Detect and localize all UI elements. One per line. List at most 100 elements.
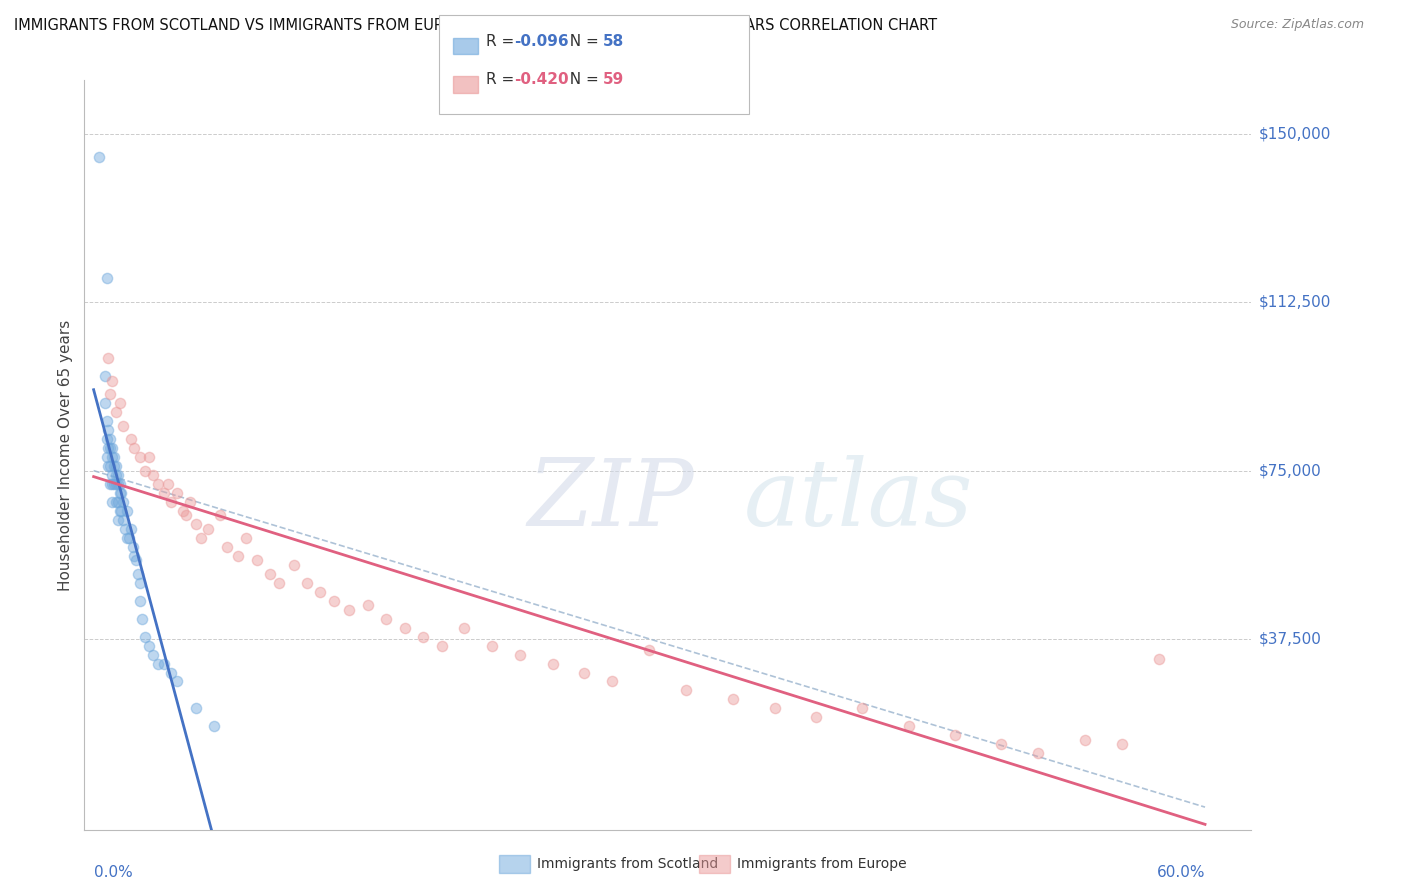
Point (101, 495, 124, 509)
Point (721, 692, 744, 706)
Point (124, 549, 146, 563)
Point (295, 575, 318, 590)
Point (97, 423, 120, 437)
Point (103, 450, 125, 465)
Text: $37,500: $37,500 (1258, 632, 1322, 647)
Y-axis label: Householder Income Over 65 years: Householder Income Over 65 years (58, 319, 73, 591)
Point (148, 477, 170, 491)
Point (166, 674, 188, 689)
Point (142, 468, 165, 483)
Point (323, 593, 346, 607)
Point (574, 665, 596, 680)
Text: Immigrants from Europe: Immigrants from Europe (737, 857, 907, 871)
Point (107, 468, 129, 483)
Point (96, 450, 118, 465)
Point (208, 508, 231, 523)
Point (129, 450, 152, 465)
Text: Source: ZipAtlas.com: Source: ZipAtlas.com (1230, 18, 1364, 31)
Point (127, 566, 149, 581)
Point (107, 477, 129, 491)
Point (97, 459, 120, 474)
Point (430, 639, 453, 653)
Point (129, 593, 152, 607)
Point (1147, 652, 1170, 666)
Point (101, 477, 124, 491)
Point (160, 665, 183, 680)
Point (108, 486, 131, 500)
Point (115, 531, 138, 545)
Point (453, 621, 475, 635)
Point (134, 464, 156, 478)
Point (134, 630, 156, 644)
Point (184, 517, 207, 532)
Text: -0.420: -0.420 (515, 72, 569, 87)
Point (142, 648, 165, 662)
Point (394, 621, 416, 635)
Point (174, 508, 197, 523)
Point (1111, 737, 1133, 751)
Text: IMMIGRANTS FROM SCOTLAND VS IMMIGRANTS FROM EUROPE HOUSEHOLDER INCOME OVER 65 YE: IMMIGRANTS FROM SCOTLAND VS IMMIGRANTS F… (14, 18, 938, 33)
Text: N =: N = (560, 72, 603, 87)
Point (129, 575, 152, 590)
Point (215, 540, 238, 554)
Point (97, 351, 120, 366)
Text: Immigrants from Scotland: Immigrants from Scotland (537, 857, 718, 871)
Point (197, 522, 219, 536)
Point (115, 504, 138, 518)
Point (259, 566, 281, 581)
Point (541, 657, 564, 671)
Point (96, 432, 118, 446)
Text: $112,500: $112,500 (1258, 295, 1331, 310)
Text: ZIP: ZIP (527, 455, 695, 545)
Text: 58: 58 (603, 35, 624, 49)
Point (104, 495, 127, 509)
Point (851, 701, 873, 715)
Point (89, 150, 111, 164)
Point (112, 513, 135, 527)
Point (101, 441, 124, 455)
Point (138, 450, 160, 465)
Point (103, 459, 125, 474)
Point (101, 374, 124, 388)
Point (226, 549, 249, 563)
Text: 60.0%: 60.0% (1157, 865, 1205, 880)
Point (153, 486, 176, 500)
Point (481, 639, 503, 653)
Point (98, 477, 121, 491)
Point (763, 701, 786, 715)
Point (267, 575, 290, 590)
Point (104, 468, 127, 483)
Point (246, 553, 269, 567)
Point (110, 504, 132, 518)
Point (108, 477, 131, 491)
Point (104, 405, 127, 419)
Point (108, 396, 131, 410)
Point (98, 387, 121, 401)
Point (138, 639, 160, 653)
Point (98, 432, 121, 446)
Point (107, 513, 129, 527)
Point (804, 710, 827, 724)
Point (600, 674, 623, 689)
Point (104, 477, 127, 491)
Point (112, 495, 135, 509)
Text: N =: N = (560, 35, 603, 49)
Point (172, 504, 194, 518)
Point (190, 531, 212, 545)
Point (108, 504, 131, 518)
Point (675, 683, 697, 698)
Point (509, 648, 531, 662)
Point (121, 540, 143, 554)
Point (375, 612, 398, 626)
Point (107, 495, 129, 509)
Point (638, 643, 661, 657)
Point (943, 728, 966, 742)
Point (202, 719, 225, 733)
Point (101, 468, 124, 483)
Point (118, 531, 141, 545)
Point (337, 603, 360, 617)
Point (96, 414, 118, 428)
Point (148, 657, 170, 671)
Text: R =: R = (486, 35, 520, 49)
Point (897, 719, 920, 733)
